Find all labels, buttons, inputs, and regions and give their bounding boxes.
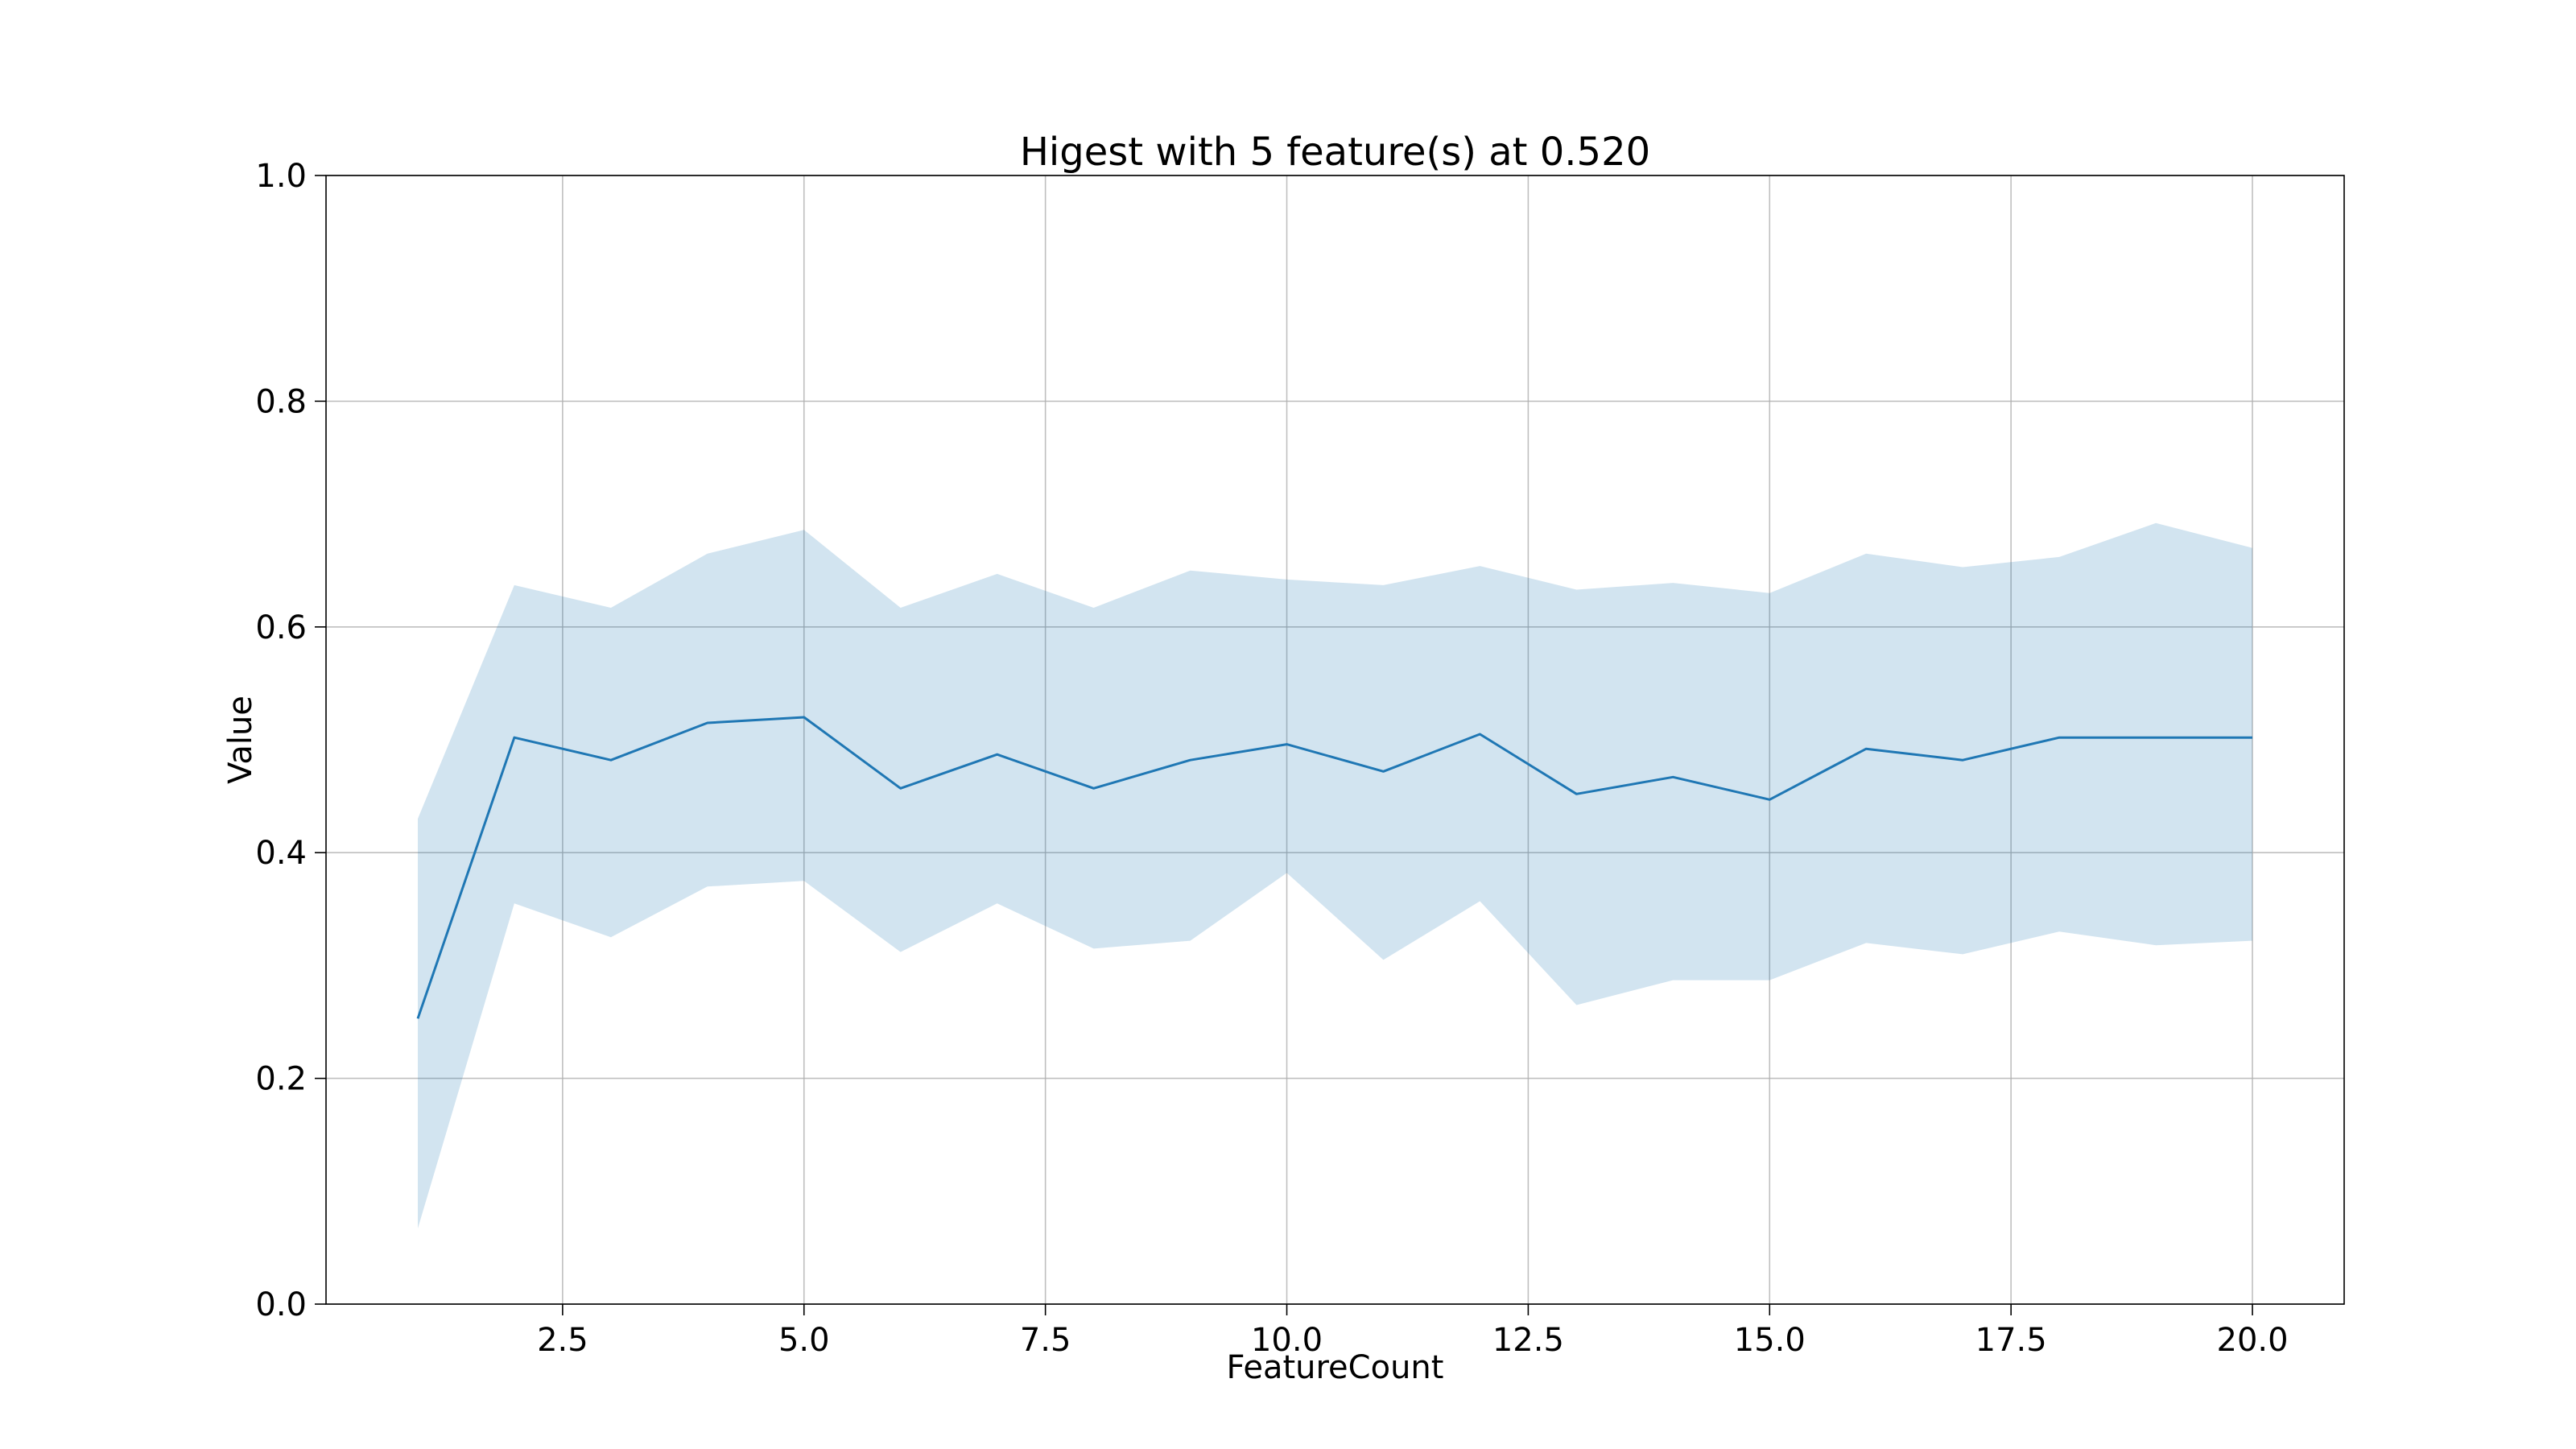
x-tick-label: 17.5 xyxy=(1975,1322,2047,1359)
plot-frame xyxy=(325,175,2345,1305)
y-tick-label: 0.0 xyxy=(255,1286,307,1323)
axis-ticks: 2.5 5.0 7.5 10.0 12.5 15.0 17.5 20.0 0.0 0.2 0.4 0.… xyxy=(255,158,2288,1359)
y-tick-label: 0.4 xyxy=(255,835,307,872)
series-line xyxy=(416,716,2252,1019)
x-tick-label: 15.0 xyxy=(1734,1322,1806,1359)
y-tick-label: 0.2 xyxy=(255,1061,307,1098)
x-tick-label: 5.0 xyxy=(778,1322,830,1359)
x-tick-label: 12.5 xyxy=(1492,1322,1564,1359)
y-tick-label: 0.6 xyxy=(255,609,307,646)
x-tick-label: 7.5 xyxy=(1020,1322,1071,1359)
x-tick-label: 2.5 xyxy=(537,1322,588,1359)
x-tick-label: 20.0 xyxy=(2217,1322,2289,1359)
chart-title: Higest with 5 feature(s) at 0.520 xyxy=(1020,130,1650,175)
confidence-band xyxy=(418,522,2252,1229)
y-axis-title: Value xyxy=(222,696,259,784)
y-tick-label: 1.0 xyxy=(255,158,307,195)
x-tick-label: 10.0 xyxy=(1251,1322,1323,1359)
x-axis-title: FeatureCount xyxy=(1227,1349,1444,1386)
y-tick-label: 0.8 xyxy=(255,383,307,420)
